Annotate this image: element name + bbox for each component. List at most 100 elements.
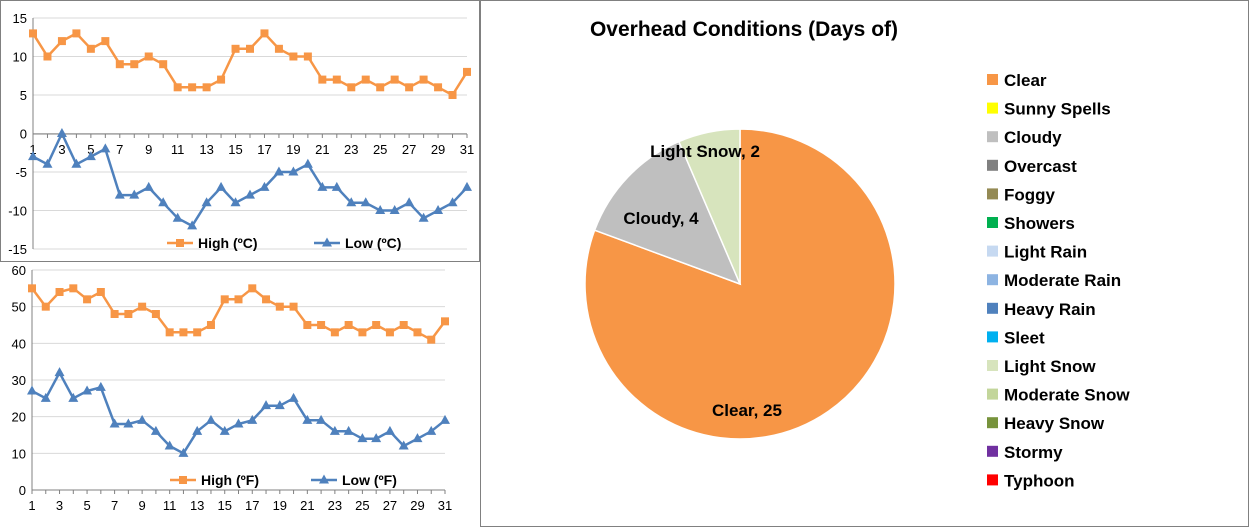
data-point-high <box>217 75 226 84</box>
data-point-low <box>331 181 342 191</box>
legend-label: Cloudy <box>1004 128 1062 147</box>
data-point-high <box>57 37 66 46</box>
data-point-low <box>54 367 65 377</box>
x-tick-label: 1 <box>28 498 35 513</box>
x-tick-label: 29 <box>431 142 445 157</box>
data-point-low <box>261 400 272 410</box>
x-tick-label: 29 <box>410 498 424 513</box>
x-tick-label: 21 <box>315 142 329 157</box>
data-point-high <box>206 321 215 329</box>
data-point-high <box>28 284 36 293</box>
data-point-low <box>172 212 183 222</box>
y-tick-label: 10 <box>12 446 26 461</box>
legend-label: High (ºF) <box>201 472 259 488</box>
data-point-low <box>219 425 230 435</box>
data-point-low <box>288 392 299 402</box>
x-tick-label: 31 <box>460 142 474 157</box>
data-point-low <box>247 414 258 424</box>
data-point-low <box>201 197 212 207</box>
data-point-high <box>361 75 370 84</box>
conditions-pie-chart: Overhead Conditions (Days of) Clear, 25 C… <box>584 18 1130 490</box>
legend-marker <box>322 237 332 247</box>
y-tick-label: 30 <box>12 373 26 388</box>
data-point-high <box>413 328 422 337</box>
legend-label: High (ºC) <box>198 235 258 251</box>
data-point-low <box>150 425 161 435</box>
x-tick-label: 5 <box>87 142 94 157</box>
data-point-low <box>109 418 120 428</box>
legend-label: Light Snow <box>1004 357 1096 376</box>
legend-label: Clear <box>1004 71 1047 90</box>
data-point-high <box>246 44 254 53</box>
x-tick-label: 23 <box>344 142 358 157</box>
legend-marker <box>319 474 329 484</box>
data-point-high <box>303 52 312 61</box>
data-point-low <box>346 197 357 207</box>
data-point-high <box>202 83 211 92</box>
data-point-low <box>40 392 51 402</box>
data-point-high <box>179 328 188 337</box>
data-point-high <box>173 83 182 92</box>
data-point-high <box>144 52 153 61</box>
y-tick-label: 20 <box>12 410 26 425</box>
data-point-low <box>216 181 227 191</box>
legend-label: Stormy <box>1004 443 1063 462</box>
data-point-low <box>129 189 140 199</box>
x-tick-label: 27 <box>402 142 416 157</box>
data-point-low <box>302 414 313 424</box>
data-point-low <box>404 197 415 207</box>
y-tick-label: 10 <box>13 50 27 65</box>
data-point-high <box>96 288 105 296</box>
y-tick-label: 5 <box>20 88 27 103</box>
data-point-high <box>188 83 197 92</box>
legend-label: Moderate Rain <box>1004 271 1121 290</box>
y-tick-label: 0 <box>19 483 26 498</box>
data-point-low <box>302 158 313 168</box>
legend-label: Moderate Snow <box>1004 386 1130 405</box>
x-tick-label: 3 <box>58 142 65 157</box>
y-tick-label: 50 <box>12 300 26 315</box>
data-point-high <box>405 83 414 92</box>
data-point-low <box>178 447 189 457</box>
pie-slice-light-snow <box>677 128 741 285</box>
legend-label: Overcast <box>1004 157 1077 176</box>
data-point-low <box>27 385 37 395</box>
legend-swatch <box>987 159 998 171</box>
legend-swatch <box>987 274 998 286</box>
data-point-low <box>205 414 216 424</box>
x-tick-label: 7 <box>116 142 123 157</box>
x-tick-label: 5 <box>83 498 90 513</box>
x-tick-label: 21 <box>300 498 314 513</box>
data-point-high <box>289 52 298 61</box>
x-tick-label: 11 <box>163 498 177 513</box>
series-line-high <box>31 32 469 97</box>
data-point-high <box>83 295 92 304</box>
legend-label: Showers <box>1004 214 1075 233</box>
data-point-low <box>245 189 255 199</box>
data-point-low <box>371 433 382 443</box>
x-tick-label: 25 <box>373 142 387 157</box>
x-tick-label: 9 <box>139 498 146 513</box>
legend-swatch <box>987 302 998 314</box>
data-point-low <box>114 189 125 199</box>
legend-swatch <box>987 217 998 228</box>
data-point-low <box>137 414 148 424</box>
data-point-low <box>389 205 400 214</box>
data-point-low <box>412 433 423 443</box>
y-tick-label: -10 <box>8 204 27 219</box>
legend-swatch <box>987 360 998 371</box>
data-point-low <box>433 205 444 214</box>
data-point-high <box>138 302 147 311</box>
data-point-low <box>273 166 284 176</box>
data-point-high <box>275 302 284 311</box>
legend-label: Typhoon <box>1004 471 1075 490</box>
x-tick-label: 7 <box>111 498 118 513</box>
data-point-low <box>95 381 106 391</box>
data-point-low <box>329 425 340 435</box>
data-point-low <box>462 181 472 191</box>
legend-swatch <box>987 245 998 257</box>
x-tick-label: 13 <box>190 498 204 513</box>
data-point-high <box>193 328 202 337</box>
data-point-low <box>56 128 67 137</box>
